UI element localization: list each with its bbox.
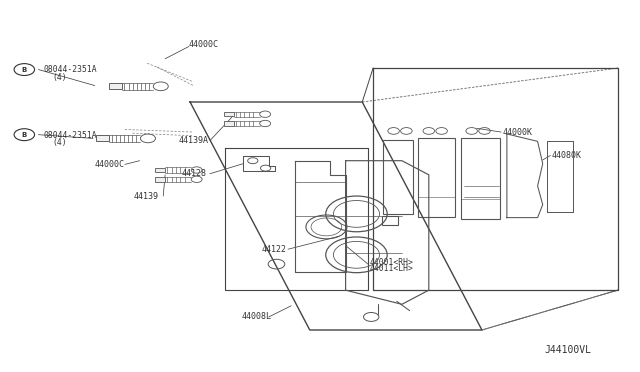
Polygon shape bbox=[109, 83, 122, 89]
Circle shape bbox=[14, 129, 35, 141]
Text: 08044-2351A: 08044-2351A bbox=[44, 131, 97, 140]
Circle shape bbox=[14, 64, 35, 76]
Polygon shape bbox=[96, 135, 109, 141]
Polygon shape bbox=[224, 112, 234, 116]
Text: 44080K: 44080K bbox=[552, 151, 582, 160]
Text: 44122: 44122 bbox=[261, 245, 286, 254]
Polygon shape bbox=[156, 177, 165, 182]
Text: 44000C: 44000C bbox=[94, 160, 124, 169]
Text: 44008L: 44008L bbox=[242, 312, 272, 321]
Text: B: B bbox=[22, 132, 27, 138]
Polygon shape bbox=[224, 121, 234, 126]
Text: (4): (4) bbox=[52, 138, 67, 147]
Text: 44011<LH>: 44011<LH> bbox=[370, 264, 414, 273]
Text: B: B bbox=[22, 67, 27, 73]
Text: 44128: 44128 bbox=[181, 169, 206, 178]
Polygon shape bbox=[156, 168, 165, 172]
Text: J44100VL: J44100VL bbox=[544, 346, 591, 355]
Text: 08044-2351A: 08044-2351A bbox=[44, 65, 97, 74]
Text: 44000K: 44000K bbox=[502, 128, 532, 137]
Text: (4): (4) bbox=[52, 73, 67, 81]
Text: 44000C: 44000C bbox=[189, 40, 219, 49]
Text: 44001<RH>: 44001<RH> bbox=[370, 258, 414, 267]
Text: 44139A: 44139A bbox=[179, 136, 209, 145]
Text: 44139: 44139 bbox=[133, 192, 158, 201]
